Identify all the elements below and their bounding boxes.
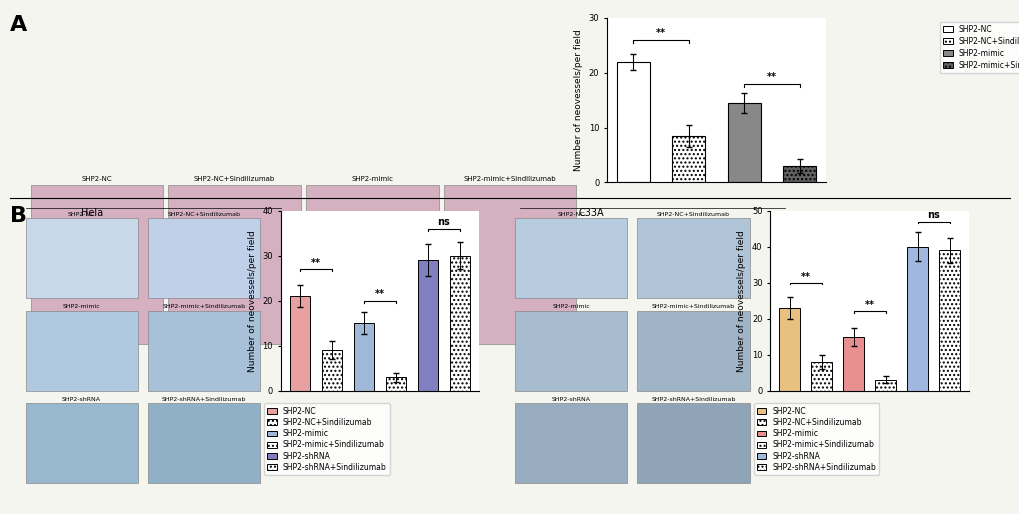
Bar bbox=[843, 337, 863, 391]
Text: B: B bbox=[10, 206, 28, 226]
FancyBboxPatch shape bbox=[443, 185, 576, 344]
Bar bbox=[449, 256, 470, 391]
FancyBboxPatch shape bbox=[31, 185, 163, 344]
Text: **: ** bbox=[311, 258, 321, 268]
Bar bbox=[727, 103, 760, 182]
FancyBboxPatch shape bbox=[148, 311, 260, 391]
Text: SHP2-NC: SHP2-NC bbox=[67, 212, 96, 217]
Bar bbox=[874, 380, 895, 391]
Text: SHP2-mimic: SHP2-mimic bbox=[62, 304, 101, 309]
Bar bbox=[779, 308, 799, 391]
FancyBboxPatch shape bbox=[25, 403, 138, 483]
Text: **: ** bbox=[766, 72, 776, 82]
Text: SHP2-mimic: SHP2-mimic bbox=[351, 176, 393, 182]
Text: **: ** bbox=[800, 271, 810, 282]
FancyBboxPatch shape bbox=[25, 311, 138, 391]
Text: SHP2-NC+Sindilizumab: SHP2-NC+Sindilizumab bbox=[167, 212, 240, 217]
Bar bbox=[783, 166, 815, 182]
Bar bbox=[672, 136, 705, 182]
Bar bbox=[354, 323, 374, 391]
Bar bbox=[321, 350, 342, 391]
Y-axis label: Number of neovessels/per field: Number of neovessels/per field bbox=[248, 230, 257, 372]
Bar bbox=[289, 296, 310, 391]
FancyBboxPatch shape bbox=[148, 218, 260, 298]
Text: SHP2-shRNA+Sindilizumab: SHP2-shRNA+Sindilizumab bbox=[651, 397, 735, 402]
Text: C33A: C33A bbox=[578, 208, 604, 218]
Text: **: ** bbox=[655, 28, 665, 38]
Text: SHP2-NC+Sindilizumab: SHP2-NC+Sindilizumab bbox=[194, 176, 275, 182]
Text: SHP2-NC+Sindilizumab: SHP2-NC+Sindilizumab bbox=[656, 212, 730, 217]
Text: A: A bbox=[10, 15, 28, 35]
Bar bbox=[616, 62, 649, 182]
FancyBboxPatch shape bbox=[515, 311, 627, 391]
Bar bbox=[810, 362, 832, 391]
Text: SHP2-mimic+Sindilizumab: SHP2-mimic+Sindilizumab bbox=[464, 176, 555, 182]
FancyBboxPatch shape bbox=[637, 311, 749, 391]
Legend: SHP2-NC, SHP2-NC+Sindilizumab, SHP2-mimic, SHP2-mimic+Sindilizumab: SHP2-NC, SHP2-NC+Sindilizumab, SHP2-mimi… bbox=[940, 22, 1019, 73]
FancyBboxPatch shape bbox=[637, 403, 749, 483]
FancyBboxPatch shape bbox=[515, 403, 627, 483]
Text: SHP2-shRNA: SHP2-shRNA bbox=[551, 397, 590, 402]
Bar bbox=[417, 260, 438, 391]
Text: SHP2-mimic: SHP2-mimic bbox=[551, 304, 590, 309]
Text: SHP2-shRNA: SHP2-shRNA bbox=[62, 397, 101, 402]
Text: SHP2-mimic+Sindilizumab: SHP2-mimic+Sindilizumab bbox=[162, 304, 246, 309]
FancyBboxPatch shape bbox=[515, 218, 627, 298]
Y-axis label: Number of neovessels/per field: Number of neovessels/per field bbox=[737, 230, 746, 372]
Text: **: ** bbox=[375, 289, 384, 299]
Legend: SHP2-NC, SHP2-NC+Sindilizumab, SHP2-mimic, SHP2-mimic+Sindilizumab, SHP2-shRNA, : SHP2-NC, SHP2-NC+Sindilizumab, SHP2-mimi… bbox=[753, 403, 878, 475]
Text: ns: ns bbox=[926, 210, 940, 221]
Text: SHP2-NC: SHP2-NC bbox=[556, 212, 585, 217]
Text: SHP2-mimic+Sindilizumab: SHP2-mimic+Sindilizumab bbox=[651, 304, 735, 309]
Text: SHP2-shRNA+Sindilizumab: SHP2-shRNA+Sindilizumab bbox=[162, 397, 246, 402]
Text: Hela: Hela bbox=[81, 208, 103, 218]
FancyBboxPatch shape bbox=[168, 185, 301, 344]
Bar bbox=[906, 247, 927, 391]
FancyBboxPatch shape bbox=[637, 218, 749, 298]
Bar bbox=[385, 377, 406, 391]
Text: SHP2-NC: SHP2-NC bbox=[82, 176, 112, 182]
FancyBboxPatch shape bbox=[306, 185, 438, 344]
FancyBboxPatch shape bbox=[25, 218, 138, 298]
Text: ns: ns bbox=[437, 217, 450, 227]
FancyBboxPatch shape bbox=[148, 403, 260, 483]
Bar bbox=[938, 250, 959, 391]
Legend: SHP2-NC, SHP2-NC+Sindilizumab, SHP2-mimic, SHP2-mimic+Sindilizumab, SHP2-shRNA, : SHP2-NC, SHP2-NC+Sindilizumab, SHP2-mimi… bbox=[264, 403, 389, 475]
Y-axis label: Number of neovessels/per field: Number of neovessels/per field bbox=[574, 29, 583, 171]
Text: **: ** bbox=[864, 300, 873, 310]
